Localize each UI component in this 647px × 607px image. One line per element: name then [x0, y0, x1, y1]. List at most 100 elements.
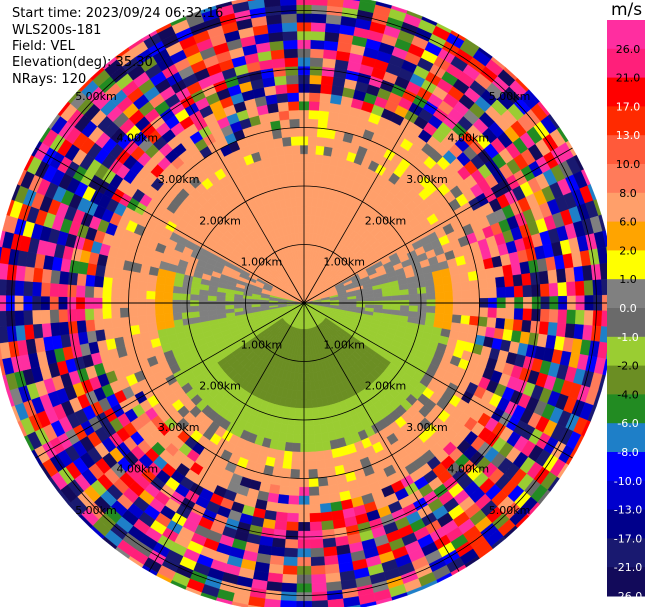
- range-gate: [267, 22, 283, 34]
- range-gate: [566, 309, 577, 325]
- range-gate: [270, 49, 285, 60]
- range-gate: [324, 31, 340, 43]
- range-gate: [522, 308, 533, 322]
- range-gate: [441, 275, 453, 285]
- range-gate: [433, 277, 444, 287]
- range-gate: [323, 40, 339, 51]
- range-gate: [207, 309, 218, 316]
- range-gate: [308, 109, 320, 120]
- colorbar-tick-label: 26.0: [616, 43, 641, 56]
- range-gate: [308, 486, 320, 497]
- range-gate: [23, 266, 35, 282]
- range-gate: [5, 310, 16, 327]
- range-gate: [310, 22, 327, 33]
- range-gate: [391, 295, 401, 301]
- range-ring-label: 1.00km: [323, 256, 365, 269]
- colorbar-tick-label: -10.0: [614, 475, 642, 488]
- range-gate: [120, 316, 131, 328]
- range-gate: [477, 278, 488, 290]
- range-gate: [309, 512, 322, 523]
- nrays-label: NRays: 120: [12, 72, 87, 87]
- range-gate: [281, 13, 297, 24]
- range-gate: [66, 308, 77, 322]
- range-gate: [487, 307, 498, 319]
- range-gate: [504, 286, 515, 298]
- range-gate: [503, 318, 515, 331]
- range-gate: [583, 310, 594, 326]
- range-gate: [460, 315, 471, 326]
- range-gate: [531, 308, 542, 322]
- range-gate: [291, 144, 301, 155]
- range-gate: [574, 280, 585, 297]
- range-gate: [93, 286, 104, 298]
- range-gate: [309, 57, 324, 68]
- range-gate: [291, 206, 298, 217]
- range-gate: [274, 146, 285, 157]
- range-gate: [556, 268, 567, 284]
- range-gate: [307, 433, 316, 444]
- range-gate: [308, 468, 319, 479]
- range-gate: [317, 476, 329, 487]
- range-gate: [486, 317, 497, 329]
- range-gate: [316, 136, 327, 147]
- range-gate: [276, 154, 286, 166]
- azimuth-spoke: [148, 302, 305, 572]
- range-gate: [285, 433, 294, 444]
- range-gate: [460, 280, 471, 291]
- range-gate: [306, 398, 313, 409]
- colorbar-segment: [607, 279, 645, 309]
- colorbar-segment: [607, 77, 645, 107]
- range-ring-label: 2.00km: [365, 214, 407, 227]
- range-gate: [299, 250, 304, 260]
- colorbar-segment: [607, 106, 645, 136]
- range-gate: [137, 289, 147, 300]
- range-gate: [285, 65, 299, 76]
- range-gate: [14, 310, 25, 326]
- range-gate: [469, 279, 480, 291]
- range-ring-label: 5.00km: [489, 90, 531, 103]
- range-gate: [288, 189, 296, 199]
- range-gate: [300, 258, 304, 269]
- colorbar-segment: [607, 221, 645, 251]
- range-gate: [23, 324, 35, 340]
- range-gate: [276, 92, 289, 104]
- range-gate: [325, 22, 341, 34]
- range-ring-label: 5.00km: [75, 90, 117, 103]
- colorbar-tick-label: -21.0: [614, 561, 642, 574]
- range-gate: [327, 0, 345, 8]
- range-gate: [538, 321, 550, 336]
- range-gate: [305, 363, 310, 374]
- colorbar-tick-label: 10.0: [616, 158, 641, 171]
- range-gate: [310, 39, 325, 50]
- range-gate: [128, 288, 139, 299]
- range-gate: [461, 306, 471, 317]
- range-gate: [434, 291, 445, 300]
- range-gate: [181, 311, 192, 320]
- range-gate: [486, 277, 497, 289]
- range-gate: [286, 171, 295, 182]
- range-gate: [452, 290, 463, 300]
- range-gate: [307, 144, 317, 155]
- range-gate: [443, 291, 454, 300]
- range-gate: [287, 180, 296, 191]
- range-gate: [306, 425, 315, 435]
- range-gate: [294, 179, 302, 190]
- range-gate: [49, 282, 60, 297]
- range-gate: [110, 307, 121, 319]
- range-gate: [359, 601, 377, 607]
- range-gate: [521, 272, 532, 287]
- colorbar-segment: [607, 250, 645, 280]
- range-ring-label: 1.00km: [241, 256, 283, 269]
- range-gate: [290, 460, 301, 470]
- range-gate: [101, 307, 112, 320]
- range-gate: [287, 100, 300, 111]
- range-gate: [269, 40, 285, 51]
- range-gate: [311, 0, 329, 6]
- range-gate: [23, 309, 34, 326]
- range-gate: [295, 197, 302, 208]
- range-gate: [284, 441, 294, 452]
- range-gate: [289, 118, 300, 129]
- range-gate: [272, 528, 287, 540]
- instrument-label: WLS200s-181: [12, 23, 102, 38]
